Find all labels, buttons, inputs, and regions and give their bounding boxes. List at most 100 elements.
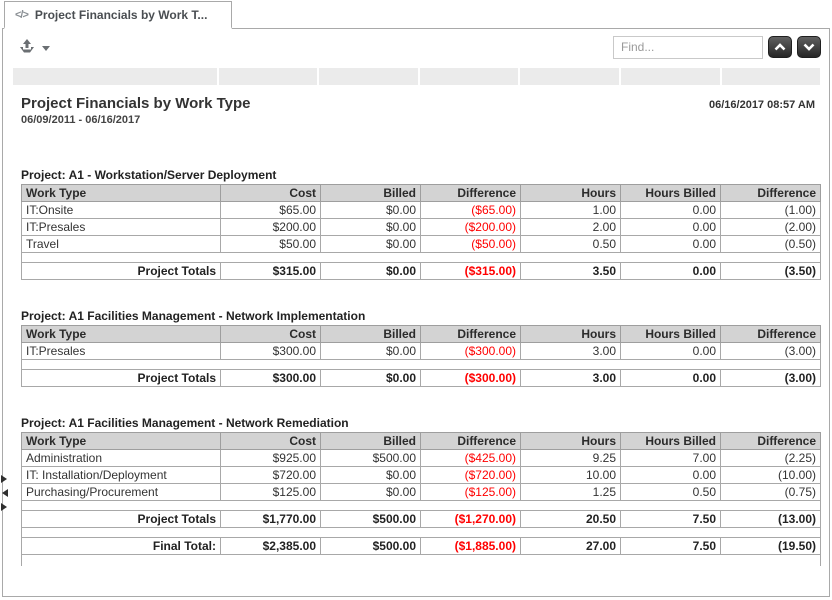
- financials-table: Work Type Cost Billed Difference Hours Hours …: [21, 432, 821, 566]
- column-header: Difference: [720, 184, 821, 202]
- column-header: Difference: [420, 432, 521, 450]
- toolbar-search-group: [613, 35, 821, 59]
- work-type-cell: IT: Installation/Deployment: [21, 466, 221, 484]
- tab-project-financials[interactable]: </> Project Financials by Work T...: [4, 1, 232, 29]
- value-cell: 0.00: [620, 342, 721, 360]
- export-icon: [20, 39, 34, 53]
- table-row: IT:Presales $200.00 $0.00 ($200.00) 2.00 0.00…: [21, 218, 821, 236]
- value-cell: $2,385.00: [220, 537, 321, 555]
- table-row: IT:Onsite $65.00 $0.00 ($65.00) 1.00 0.00 (1.0…: [21, 201, 821, 219]
- report-section: Project: A1 Facilities Management - Netw…: [21, 416, 821, 566]
- value-cell: ($1,270.00): [420, 510, 521, 528]
- arrow-right-icon[interactable]: [1, 475, 7, 483]
- toolbar: [3, 29, 829, 65]
- value-cell: (3.00): [720, 342, 821, 360]
- value-cell: 2.00: [520, 218, 621, 236]
- value-cell: $720.00: [220, 466, 321, 484]
- value-cell: 0.00: [620, 201, 721, 219]
- column-header: Hours: [520, 432, 621, 450]
- value-cell: ($425.00): [420, 449, 521, 467]
- spacer-row: [21, 500, 821, 511]
- panel-collapse-handles[interactable]: [0, 472, 9, 514]
- value-cell: $200.00: [220, 218, 321, 236]
- header-row: Work Type Cost Billed Difference Hours Hours …: [21, 325, 821, 343]
- table-row: IT:Presales $300.00 $0.00 ($300.00) 3.00 0.00…: [21, 342, 821, 360]
- find-next-button[interactable]: [797, 36, 821, 58]
- value-cell: ($200.00): [420, 218, 521, 236]
- value-cell: 0.00: [620, 235, 721, 253]
- section-title: Project: A1 - Workstation/Server Deploym…: [21, 168, 277, 182]
- report-title-block: Project Financials by Work Type 06/09/20…: [21, 95, 251, 126]
- value-cell: 1.25: [520, 483, 621, 501]
- table-row: Travel $50.00 $0.00 ($50.00) 0.50 0.00 (0.50): [21, 235, 821, 253]
- value-cell: $0.00: [320, 262, 421, 280]
- work-type-cell: IT:Onsite: [21, 201, 221, 219]
- value-cell: 1.00: [520, 201, 621, 219]
- spacer-row: [21, 554, 821, 566]
- ruler-cell: [13, 68, 217, 85]
- value-cell: 0.00: [620, 369, 721, 387]
- arrow-right-icon[interactable]: [1, 503, 7, 511]
- report-title: Project Financials by Work Type: [21, 95, 251, 112]
- table-row: Administration $925.00 $500.00 ($425.00) 9.2…: [21, 449, 821, 467]
- find-input[interactable]: [613, 35, 763, 59]
- work-type-cell: IT:Presales: [21, 342, 221, 360]
- value-cell: $500.00: [320, 449, 421, 467]
- value-cell: $315.00: [220, 262, 321, 280]
- work-type-cell: Administration: [21, 449, 221, 467]
- value-cell: 7.50: [620, 510, 721, 528]
- export-dropdown-caret-icon: [42, 45, 50, 51]
- report-header: Project Financials by Work Type 06/09/20…: [21, 95, 815, 126]
- report-generated-timestamp: 06/16/2017 08:57 AM: [709, 99, 815, 111]
- value-cell: 3.00: [520, 342, 621, 360]
- value-cell: 27.00: [520, 537, 621, 555]
- column-header: Work Type: [21, 325, 221, 343]
- column-header: Difference: [720, 432, 821, 450]
- report-body: Project Financials by Work Type 06/09/20…: [3, 85, 829, 566]
- value-cell: $0.00: [320, 201, 421, 219]
- find-previous-button[interactable]: [768, 36, 792, 58]
- section-title: Project: A1 Facilities Management - Netw…: [21, 416, 349, 430]
- value-cell: (1.00): [720, 201, 821, 219]
- ruler-cell: [218, 68, 318, 85]
- ruler-cell: [721, 68, 821, 85]
- financials-table: Work Type Cost Billed Difference Hours Hours …: [21, 184, 821, 280]
- value-cell: 9.25: [520, 449, 621, 467]
- report-panel: Project Financials by Work Type 06/09/20…: [2, 28, 830, 597]
- value-cell: $0.00: [320, 483, 421, 501]
- value-cell: ($65.00): [420, 201, 521, 219]
- value-cell: 0.00: [620, 262, 721, 280]
- value-cell: $0.00: [320, 466, 421, 484]
- report-section: Project: A1 - Workstation/Server Deploym…: [21, 168, 821, 280]
- totals-row: Project Totals $1,770.00 $500.00 ($1,270.00…: [21, 510, 821, 528]
- column-ruler: [13, 68, 822, 85]
- spacer-cell: [21, 252, 821, 263]
- spacer-row: [21, 527, 821, 538]
- value-cell: $300.00: [220, 369, 321, 387]
- column-header: Billed: [320, 325, 421, 343]
- value-cell: ($1,885.00): [420, 537, 521, 555]
- value-cell: (3.50): [720, 262, 821, 280]
- arrow-left-icon[interactable]: [2, 489, 8, 497]
- column-header: Billed: [320, 432, 421, 450]
- value-cell: (13.00): [720, 510, 821, 528]
- export-button[interactable]: [17, 38, 50, 56]
- value-cell: $65.00: [220, 201, 321, 219]
- value-cell: 3.00: [520, 369, 621, 387]
- value-cell: (0.50): [720, 235, 821, 253]
- header-row: Work Type Cost Billed Difference Hours Hours …: [21, 432, 821, 450]
- column-header: Difference: [720, 325, 821, 343]
- report-sections: Project: A1 - Workstation/Server Deploym…: [21, 168, 821, 566]
- work-type-cell: IT:Presales: [21, 218, 221, 236]
- totals-row: Final Total: $2,385.00 $500.00 ($1,885.00) 2…: [21, 537, 821, 555]
- value-cell: $300.00: [220, 342, 321, 360]
- value-cell: (0.75): [720, 483, 821, 501]
- value-cell: ($300.00): [420, 369, 521, 387]
- tab-label: Project Financials by Work T...: [34, 7, 208, 22]
- value-cell: $0.00: [320, 369, 421, 387]
- column-header: Hours: [520, 184, 621, 202]
- value-cell: 3.50: [520, 262, 621, 280]
- column-header: Work Type: [21, 432, 221, 450]
- code-icon: </>: [15, 8, 29, 21]
- value-cell: 0.50: [620, 483, 721, 501]
